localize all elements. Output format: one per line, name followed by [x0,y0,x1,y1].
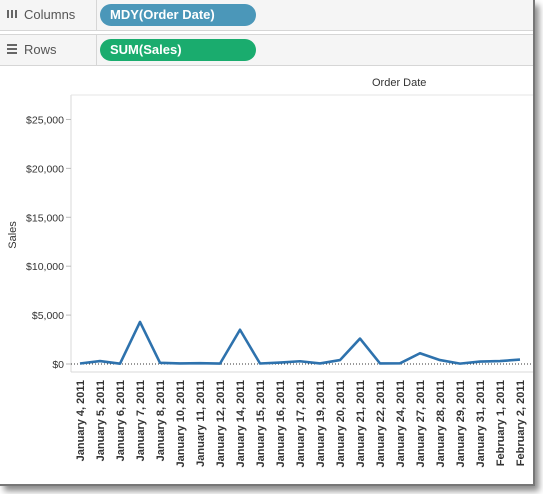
line-chart: Sales $0 $5,000 $10,000 $15,000 $20,000 $25,0… [7,94,533,467]
x-tick-label: January 21, 2011 [355,380,367,467]
x-tick-label: January 4, 2011 [75,380,87,461]
x-tick-label: January 8, 2011 [155,380,167,461]
sales-line [79,320,521,366]
columns-label-text: Columns [24,7,76,22]
x-tick-label: January 16, 2011 [275,380,287,467]
y-tick-label: $0 [52,359,64,371]
x-tick-label: February 2, 2011 [515,380,527,466]
worksheet-frame: Columns MDY(Order Date) Rows SUM(Sales) … [0,0,535,486]
x-tick-label: January 10, 2011 [175,380,187,467]
x-tick-label: January 22, 2011 [375,380,387,467]
columns-separator [96,0,97,30]
x-tick-label: January 11, 2011 [195,380,207,467]
y-tick-label: $10,000 [26,261,64,273]
x-tick-label: January 6, 2011 [115,380,127,461]
x-tick-label: January 15, 2011 [255,380,267,467]
y-axis-label: Sales [7,221,19,249]
x-tick-label: January 5, 2011 [95,380,107,461]
x-tick-label: January 20, 2011 [335,380,347,467]
columns-shelf-label: Columns [6,6,94,24]
x-tick-label: January 17, 2011 [295,380,307,467]
x-tick-label: January 24, 2011 [395,380,407,467]
column-header-order-date: Order Date [372,77,427,89]
columns-shelf[interactable]: Columns MDY(Order Date) [0,0,533,31]
x-tick-label: January 19, 2011 [315,380,327,467]
y-tick-label: $15,000 [26,212,64,224]
y-tick-label: $20,000 [26,163,64,175]
x-tick-label: January 7, 2011 [135,380,147,461]
rows-shelf-label: Rows [6,41,94,59]
rows-separator [96,35,97,65]
columns-pill-order-date[interactable]: MDY(Order Date) [100,4,256,26]
y-tick-label: $25,000 [26,114,64,126]
x-tick-label: January 12, 2011 [215,380,227,467]
rows-icon [7,44,17,54]
x-tick-label: January 29, 2011 [455,380,467,467]
x-tick-label: January 14, 2011 [235,380,247,467]
x-tick-label: January 27, 2011 [415,380,427,467]
x-tick-label: February 1, 2011 [495,380,507,466]
rows-label-text: Rows [24,42,57,57]
columns-icon [7,10,17,18]
x-tick-label: January 28, 2011 [435,380,447,467]
rows-shelf[interactable]: Rows SUM(Sales) [0,34,533,66]
y-tick-label: $5,000 [32,310,64,322]
x-tick-label: January 31, 2011 [475,380,487,467]
rows-pill-sum-sales[interactable]: SUM(Sales) [100,39,256,61]
